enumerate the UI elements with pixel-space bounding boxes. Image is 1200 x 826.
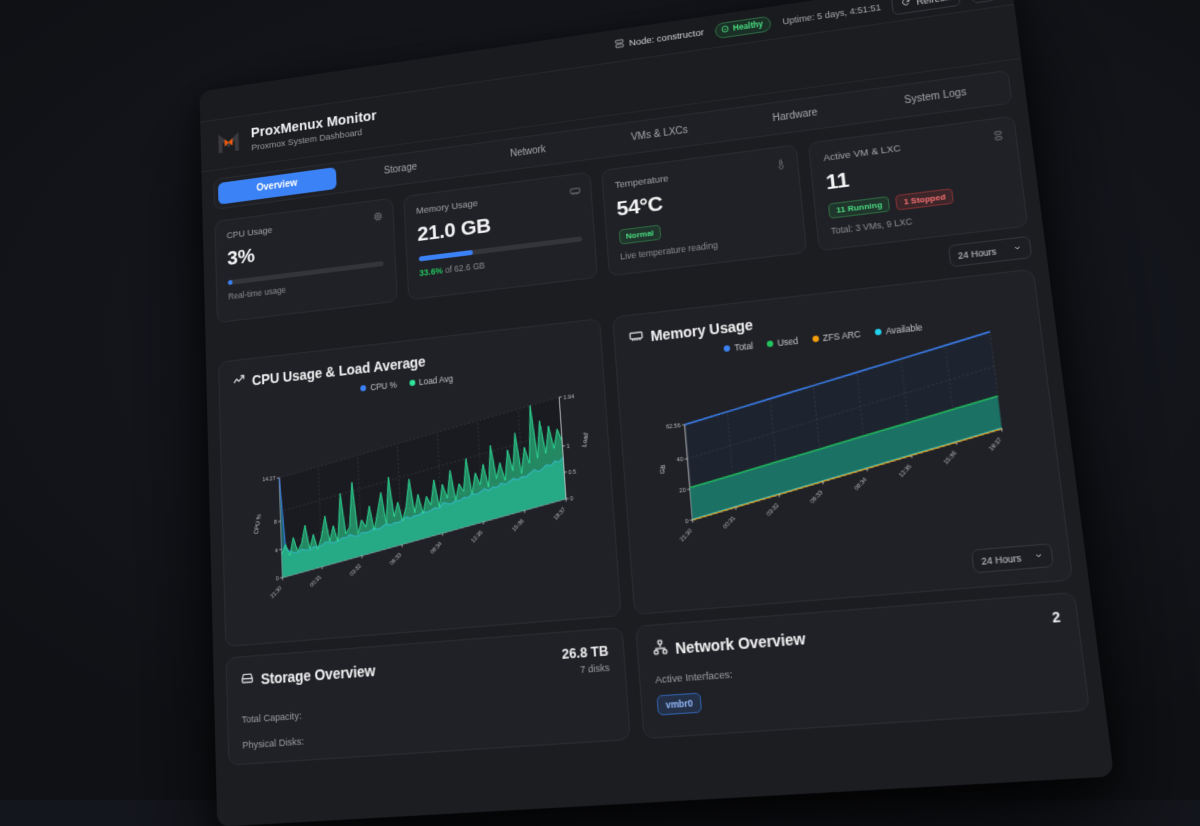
proxmenux-logo	[215, 127, 243, 159]
chevron-down-icon	[1012, 243, 1022, 255]
status-badge-label: Healthy	[733, 20, 764, 33]
svg-text:15:36: 15:36	[512, 518, 526, 533]
legend-label-cpu: CPU %	[370, 380, 397, 393]
refresh-button[interactable]: Refresh	[891, 0, 960, 15]
svg-text:09:34: 09:34	[430, 541, 444, 556]
svg-text:00:31: 00:31	[309, 574, 323, 589]
svg-text:03:32: 03:32	[766, 503, 781, 518]
legend-dot-total	[724, 345, 731, 352]
storage-overview-title: Storage Overview	[261, 662, 376, 688]
memory-time-range-select[interactable]: 24 Hours	[971, 543, 1054, 573]
storage-disk-count: 7 disks	[563, 662, 610, 676]
svg-text:0.5: 0.5	[568, 469, 576, 476]
memory-stick-icon	[628, 328, 644, 347]
legend-dot-used	[767, 340, 774, 347]
legend-item-total: Total	[724, 340, 754, 354]
server-icon	[614, 38, 625, 52]
uptime-label: Uptime: 5 days, 4:51:51	[782, 2, 881, 26]
network-icon	[652, 639, 668, 659]
memory-chart-title: Memory Usage	[650, 316, 754, 344]
svg-text:12:35: 12:35	[470, 530, 484, 545]
vm-stopped-badge: 1 Stopped	[895, 188, 954, 210]
memory-chart-panel: Memory Usage Total Used ZFS ARC Availab	[612, 269, 1073, 616]
svg-text:06:33: 06:33	[389, 552, 403, 567]
svg-text:06:33: 06:33	[810, 490, 825, 505]
legend-dot-zfsarc	[812, 335, 819, 342]
svg-text:GB: GB	[659, 464, 667, 474]
network-overview-title: Network Overview	[675, 629, 806, 656]
cpu-load-chart-plot: 0 4 8 14.27 CPU % 0 0.5 1 1.94 Load 21:30 00:31 03:3…	[233, 371, 603, 605]
svg-text:21:30: 21:30	[270, 585, 283, 600]
thermometer-icon	[775, 156, 788, 176]
svg-text:CPU %: CPU %	[253, 513, 263, 535]
svg-text:03:32: 03:32	[349, 563, 363, 578]
network-interface-count: 2	[1051, 609, 1061, 626]
memory-usage-percent: 33.6%	[419, 265, 443, 278]
svg-text:1: 1	[566, 444, 570, 451]
network-active-interfaces-label: Active Interfaces:	[655, 668, 733, 686]
svg-text:4: 4	[275, 548, 278, 554]
refresh-icon	[901, 0, 912, 9]
status-badge: Healthy	[714, 15, 772, 39]
legend-label-used: Used	[777, 336, 799, 349]
node-indicator: Node: constructor	[614, 26, 704, 52]
memory-chart-plot: 0 20 40 62.56 GB 21:30 00:31 03:32 06:33 09:34 12:…	[631, 324, 1050, 571]
legend-label-total: Total	[734, 340, 754, 352]
svg-text:62.56: 62.56	[666, 423, 681, 431]
trending-up-icon	[232, 372, 245, 390]
svg-text:12:35: 12:35	[898, 464, 913, 479]
theme-toggle-button[interactable]	[970, 0, 996, 3]
memory-time-range-value: 24 Hours	[981, 552, 1022, 567]
storage-overview-panel: Storage Overview 26.8 TB 7 disks Total C…	[226, 627, 631, 766]
storage-total-capacity-value: 26.8 TB	[561, 644, 609, 663]
svg-text:18:37: 18:37	[988, 437, 1003, 453]
network-overview-title-row: Network Overview	[652, 629, 806, 659]
storage-overview-title-row: Storage Overview	[240, 661, 375, 689]
temperature-badge: Normal	[618, 225, 661, 245]
svg-text:21:30: 21:30	[679, 528, 694, 543]
refresh-label: Refresh	[916, 0, 951, 6]
legend-dot-cpu	[361, 385, 367, 392]
cpu-load-chart-panel: CPU Usage & Load Average CPU % Load Avg …	[218, 318, 622, 647]
dashboard-window: Node: constructor Healthy Uptime: 5 days…	[199, 0, 1114, 826]
cpu-chip-icon	[372, 209, 383, 228]
svg-text:18:37: 18:37	[553, 507, 567, 522]
svg-text:0: 0	[276, 576, 279, 582]
svg-text:1.94: 1.94	[563, 394, 574, 401]
memory-usage-card: Memory Usage 21.0 GB 33.6% of 62.6 GB	[403, 172, 598, 301]
perspective-stage: Node: constructor Healthy Uptime: 5 days…	[0, 0, 1200, 800]
svg-text:Load: Load	[581, 432, 590, 448]
legend-dot-available	[874, 328, 881, 335]
svg-text:15:36: 15:36	[943, 450, 958, 466]
svg-text:09:34: 09:34	[854, 477, 869, 492]
storage-total-capacity-label: Total Capacity:	[242, 709, 302, 725]
network-interface-chip[interactable]: vmbr0	[656, 693, 702, 716]
server-stack-icon	[991, 127, 1005, 147]
svg-text:0: 0	[685, 518, 689, 525]
legend-dot-load	[409, 380, 415, 387]
chevron-down-icon	[1033, 550, 1044, 562]
node-label: Node: constructor	[629, 27, 705, 48]
storage-physical-disks-label: Physical Disks:	[242, 735, 304, 751]
network-overview-panel: Network Overview 2 Active Interfaces: vm…	[635, 592, 1090, 739]
cpu-usage-card: CPU Usage 3% Real-time usage	[214, 198, 397, 323]
svg-text:00:31: 00:31	[722, 515, 737, 530]
svg-text:20: 20	[679, 488, 686, 495]
svg-text:40: 40	[677, 457, 684, 464]
memory-stick-icon	[569, 183, 581, 202]
svg-text:8: 8	[274, 520, 277, 526]
vm-running-badge: 11 Running	[828, 196, 890, 219]
svg-text:14.27: 14.27	[262, 476, 275, 483]
legend-item-used: Used	[766, 336, 798, 350]
memory-usage-total: of 62.6 GB	[442, 260, 485, 275]
time-range-value: 24 Hours	[957, 246, 997, 261]
check-circle-icon	[721, 24, 730, 35]
svg-text:0: 0	[570, 496, 574, 503]
hard-drive-icon	[240, 670, 254, 689]
